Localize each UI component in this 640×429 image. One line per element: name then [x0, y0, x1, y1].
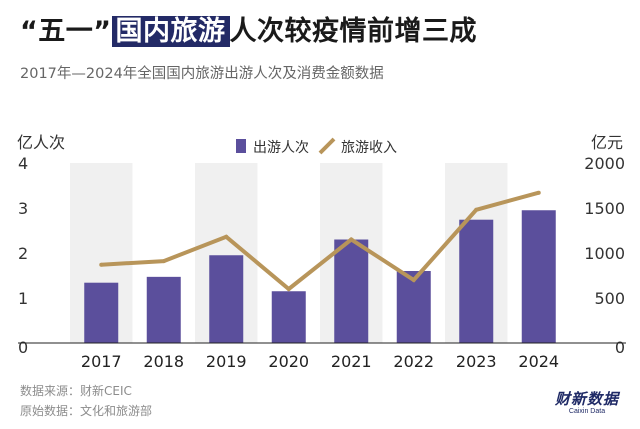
right-tick-label: 500 [594, 289, 625, 308]
chart-title: “五一” 国内旅游 人次较疫情前增三成 [20, 11, 477, 53]
bar-visitors [271, 291, 306, 343]
title-highlight: 国内旅游 [111, 16, 230, 47]
bar-visitors [459, 219, 494, 343]
chart-subtitle: 2017年—2024年全国国内旅游出游人次及消费金额数据 [20, 66, 384, 82]
line-point-revenue [161, 259, 166, 264]
bar-visitors [209, 255, 244, 343]
data-source: 数据来源：财新CEIC [20, 384, 132, 398]
bar-visitors [146, 276, 181, 343]
right-tick-label: 1500 [584, 199, 625, 218]
x-tick-label: 2023 [456, 352, 497, 371]
line-revenue [101, 190, 540, 292]
x-tick-label: 2024 [518, 352, 559, 371]
x-tick-label: 2021 [331, 352, 372, 371]
caixin-data-logo: 财新数据 Caixin Data [551, 391, 623, 421]
right-axis-label: 亿元 [591, 133, 623, 152]
line-point-revenue [99, 262, 104, 267]
right-tick-label: 2000 [584, 154, 625, 173]
x-tick-label: 2020 [268, 352, 309, 371]
bar-visitors [334, 239, 369, 343]
title-suffix: 人次较疫情前增三成 [229, 16, 477, 47]
left-tick-label: 4 [18, 154, 28, 173]
left-tick-label: 3 [18, 199, 28, 218]
left-tick-label: 2 [18, 244, 28, 263]
right-tick-label: 0 [615, 338, 625, 357]
line-point-revenue [224, 234, 229, 239]
bar-visitors [396, 271, 431, 343]
legend-label-visitors: 出游人次 [253, 140, 309, 156]
legend-swatch-visitors [236, 139, 246, 153]
logo-subtext: Caixin Data [568, 408, 606, 415]
x-tick-label: 2019 [206, 352, 247, 371]
line-point-revenue [349, 237, 354, 242]
line-point-revenue [411, 278, 416, 282]
legend-swatch-revenue [318, 137, 336, 155]
logo-text: 财新数据 [554, 390, 619, 408]
left-tick-label: 1 [18, 289, 28, 308]
line-point-revenue [286, 287, 291, 291]
left-tick-label: 0 [18, 338, 28, 357]
x-tick-label: 2022 [393, 352, 434, 371]
line-point-revenue [474, 207, 479, 212]
x-tick-label: 2018 [143, 352, 184, 371]
x-tick-label: 2017 [81, 352, 122, 371]
title-prefix: “五一” [20, 16, 112, 47]
left-axis-label: 亿人次 [17, 133, 65, 152]
bar-visitors [521, 210, 556, 343]
legend-label-revenue: 旅游收入 [341, 140, 397, 156]
line-point-revenue [536, 190, 541, 195]
original-data-source: 原始数据：文化和旅游部 [20, 404, 153, 418]
right-tick-label: 1000 [584, 244, 625, 263]
bar-visitors [84, 282, 119, 343]
